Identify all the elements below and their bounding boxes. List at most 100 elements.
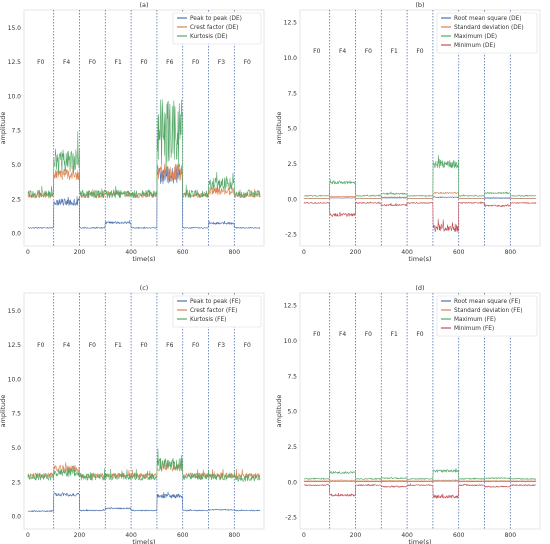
series-line (303, 155, 537, 197)
x-tick-label: 400 (401, 532, 413, 539)
state-label: F0 (37, 342, 44, 349)
x-tick-label: 0 (26, 249, 30, 256)
y-tick-label: 7.5 (11, 411, 21, 418)
series-line (303, 480, 537, 483)
state-label: F1 (115, 59, 122, 66)
legend-box (436, 12, 538, 54)
x-tick-label: 400 (125, 532, 137, 539)
state-label: F0 (192, 59, 199, 66)
plot-frame (23, 9, 265, 247)
series-line (27, 99, 261, 199)
y-tick-label: 7.5 (287, 90, 297, 97)
x-tick-label: 200 (350, 532, 362, 539)
state-label: F0 (244, 59, 251, 66)
legend-entry: Crest factor (FE) (190, 308, 237, 314)
x-tick-label: 0 (302, 249, 306, 256)
legend-entry: Crest factor (DE) (190, 25, 238, 31)
plot-frame (23, 292, 265, 530)
x-axis-label: time(s) (408, 538, 431, 544)
series-line (303, 467, 537, 480)
x-tick-label: 400 (401, 249, 413, 256)
state-label: F3 (218, 59, 225, 66)
x-tick-label: 800 (229, 249, 241, 256)
legend-entry: Peak to peak (FE) (190, 299, 241, 305)
legend-entry: Standard deviation (DE) (454, 25, 524, 31)
legend-entry: Standard deviation (FE) (454, 308, 523, 314)
state-label: F0 (37, 59, 44, 66)
x-tick-label: 800 (505, 249, 517, 256)
x-tick-label: 600 (453, 532, 465, 539)
y-axis-label: amplitude (0, 112, 7, 145)
y-tick-label: 10.0 (8, 376, 22, 383)
state-label: F4 (339, 48, 346, 55)
y-tick-label: 5.0 (287, 126, 297, 133)
panel-title: (d) (415, 284, 424, 292)
plot-frame (299, 9, 541, 247)
state-label: F0 (365, 48, 372, 55)
state-label: F1 (391, 331, 398, 338)
x-tick-label: 200 (74, 532, 86, 539)
y-tick-label: 12.5 (284, 303, 298, 310)
state-label: F0 (313, 331, 320, 338)
state-label: F0 (365, 331, 372, 338)
state-label: F0 (89, 59, 96, 66)
x-tick-label: 400 (125, 249, 137, 256)
y-tick-label: 15.0 (8, 308, 22, 315)
series-line (303, 483, 537, 499)
series-line (27, 163, 261, 199)
y-tick-label: 5.0 (11, 445, 21, 452)
y-tick-label: -2.5 (285, 232, 297, 239)
panel-0: (a) 0 200 400 600 800 0.0 2.5 5.0 7.5 10.0 12.5 15.0… (0, 1, 265, 263)
state-label: F1 (115, 342, 122, 349)
state-label: F0 (192, 342, 199, 349)
y-tick-label: 10.0 (8, 93, 22, 100)
panel-title: (a) (139, 1, 148, 9)
legend-entry: Minimum (FE) (454, 326, 494, 332)
state-label: F0 (416, 48, 423, 55)
y-tick-label: -2.5 (285, 515, 297, 522)
legend-entry: Maximum (DE) (454, 34, 497, 40)
series-line (303, 201, 537, 233)
x-tick-label: 800 (505, 532, 517, 539)
legend-entry: Peak to peak (DE) (190, 16, 242, 22)
state-label: F0 (313, 48, 320, 55)
y-tick-label: 2.5 (287, 444, 297, 451)
state-label: F6 (166, 342, 173, 349)
legend-entry: Kurtosis (DE) (190, 34, 228, 40)
legend-entry: Root mean square (DE) (454, 16, 522, 22)
y-tick-label: 5.0 (11, 162, 21, 169)
x-tick-label: 0 (26, 532, 30, 539)
panel-1: (b) 0 200 400 600 800 -2.5 0.0 2.5 5.0 7.5 10.0 12.5… (275, 1, 541, 263)
panel-title: (c) (140, 284, 149, 292)
y-tick-label: 10.0 (284, 55, 298, 62)
y-tick-label: 0.0 (11, 231, 21, 238)
series-line (27, 491, 261, 513)
x-tick-label: 600 (177, 532, 189, 539)
y-axis-label: amplitude (275, 395, 283, 428)
y-tick-label: 12.5 (8, 59, 22, 66)
y-tick-label: 12.5 (8, 342, 22, 349)
x-tick-label: 200 (74, 249, 86, 256)
state-label: F3 (218, 342, 225, 349)
y-tick-label: 12.5 (284, 20, 298, 27)
x-axis-label: time(s) (132, 255, 155, 263)
series-line (27, 163, 261, 229)
x-axis-label: time(s) (408, 255, 431, 263)
y-axis-label: amplitude (0, 395, 7, 428)
state-label: F0 (416, 331, 423, 338)
x-tick-label: 600 (177, 249, 189, 256)
panel-title: (b) (415, 1, 424, 9)
legend-entry: Maximum (FE) (454, 317, 496, 323)
state-label: F6 (166, 59, 173, 66)
series-line (303, 479, 537, 482)
state-label: F4 (63, 59, 70, 66)
y-tick-label: 10.0 (284, 338, 298, 345)
y-tick-label: 5.0 (287, 409, 297, 416)
state-label: F0 (140, 59, 147, 66)
state-label: F1 (391, 48, 398, 55)
state-label: F0 (244, 342, 251, 349)
y-tick-label: 2.5 (11, 196, 21, 203)
legend-box (172, 295, 262, 328)
y-axis-label: amplitude (275, 112, 283, 145)
